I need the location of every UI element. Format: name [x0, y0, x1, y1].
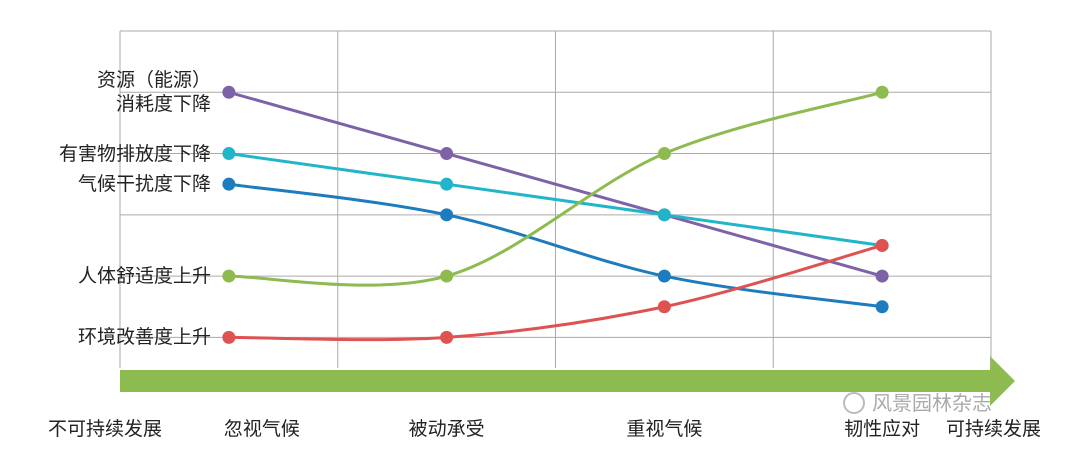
- series-line: [228, 152, 883, 247]
- point: [440, 208, 454, 222]
- point: [657, 269, 671, 283]
- point: [222, 147, 236, 161]
- watermark: 风景园林杂志: [872, 391, 992, 415]
- point: [875, 238, 889, 252]
- point: [875, 269, 889, 283]
- series-label: 环境改善度上升: [77, 326, 211, 349]
- wechat-icon: [843, 392, 865, 414]
- series-line: [228, 90, 883, 287]
- point: [440, 147, 454, 161]
- point: [440, 330, 454, 344]
- point: [440, 269, 454, 283]
- x-tick-label: 被动承受: [408, 418, 485, 440]
- start-label: 不可持续发展: [48, 418, 163, 440]
- progress-arrow: [120, 356, 1015, 406]
- series-label: 有害物排放度下降: [58, 142, 211, 165]
- point: [222, 330, 236, 344]
- end-label: 可持续发展: [946, 418, 1042, 440]
- series-label: 气候干扰度下降: [77, 173, 211, 196]
- point: [222, 85, 236, 99]
- point: [440, 177, 454, 191]
- series-label: 人体舒适度上升: [77, 265, 211, 288]
- point: [875, 85, 889, 99]
- point: [657, 300, 671, 314]
- series-line: [228, 90, 883, 278]
- x-tick-label: 韧性应对: [844, 418, 921, 440]
- point: [875, 300, 889, 314]
- series-line: [228, 182, 883, 309]
- point: [222, 269, 236, 283]
- point: [222, 177, 236, 191]
- point: [657, 147, 671, 161]
- point: [657, 208, 671, 222]
- x-tick-label: 忽视气候: [223, 418, 300, 440]
- series-line: [228, 244, 883, 342]
- series-label: 资源（能源） 消耗度下降: [96, 69, 211, 116]
- x-tick-label: 重视气候: [626, 418, 703, 440]
